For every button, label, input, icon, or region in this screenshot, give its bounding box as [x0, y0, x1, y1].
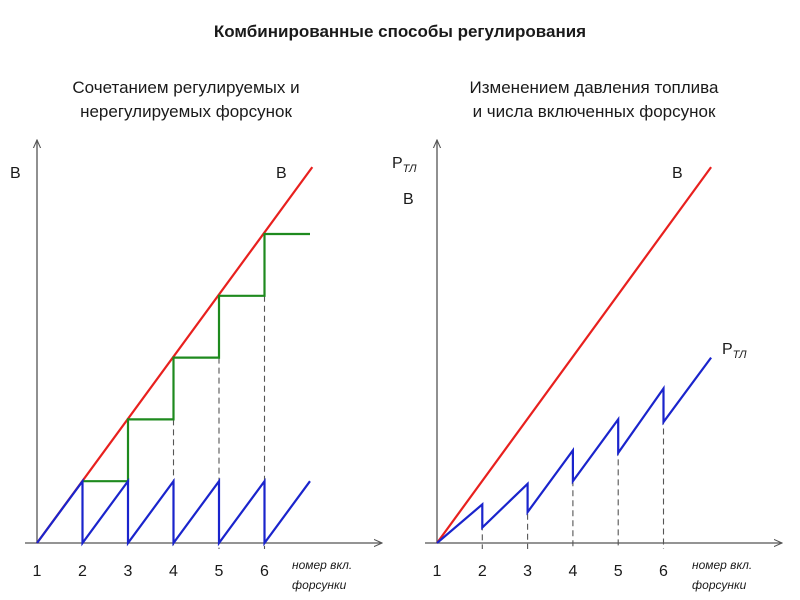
left-series-3-line — [36, 477, 311, 547]
right-ylabel-b: B — [403, 191, 414, 208]
right-xlabel-line-1: номер вкл. — [692, 558, 752, 572]
right-x-tick-6: 6 — [659, 563, 668, 580]
right-x-tick-5: 5 — [614, 563, 623, 580]
right-chart-subtitle: Изменением давления топлива и числа вклю… — [414, 76, 774, 124]
left-subtitle-line-2: нерегулируемых форсунок — [80, 102, 292, 121]
left-xlabel-line-2: форсунки — [292, 578, 347, 592]
left-x-tick-2: 2 — [78, 563, 87, 580]
left-x-tick-6: 6 — [260, 563, 269, 580]
right-series-1-line — [436, 166, 712, 544]
left-x-tick-5: 5 — [215, 563, 224, 580]
left-ylabel: B — [10, 165, 21, 182]
left-xlabel-line-1: номер вкл. — [292, 558, 352, 572]
left-subtitle-line-1: Сочетанием регулируемых и — [72, 78, 300, 97]
left-x-tick-3: 3 — [124, 563, 133, 580]
right-chart: 1 2 3 4 5 6 номер вкл. форсунки PТЛ B B PТЛ — [392, 140, 782, 592]
right-ylabel-p: PТЛ — [392, 155, 417, 175]
page-title: Комбинированные способы регулирования — [213, 22, 587, 41]
right-xlabel-line-2: форсунки — [692, 578, 747, 592]
right-subtitle-line-2: и числа включенных форсунок — [472, 102, 716, 121]
right-x-tick-3: 3 — [523, 563, 532, 580]
right-x-tick-2: 2 — [478, 563, 487, 580]
left-chart-subtitle: Сочетанием регулируемых и нерегулируемых… — [6, 76, 366, 124]
left-series-b-label: B — [276, 165, 287, 182]
right-x-tick-4: 4 — [568, 563, 577, 580]
left-chart: 1 2 3 4 5 6 номер вкл. форсунки B B — [10, 140, 382, 592]
left-series-2-line — [82, 232, 310, 483]
right-series-b-label: B — [672, 165, 683, 182]
right-x-tick-1: 1 — [433, 563, 442, 580]
right-series-p-label: PТЛ — [722, 341, 747, 361]
left-x-tick-1: 1 — [33, 563, 42, 580]
left-x-tick-4: 4 — [169, 563, 178, 580]
right-subtitle-line-1: Изменением давления топлива — [469, 78, 719, 97]
right-series-2-line — [436, 356, 712, 544]
